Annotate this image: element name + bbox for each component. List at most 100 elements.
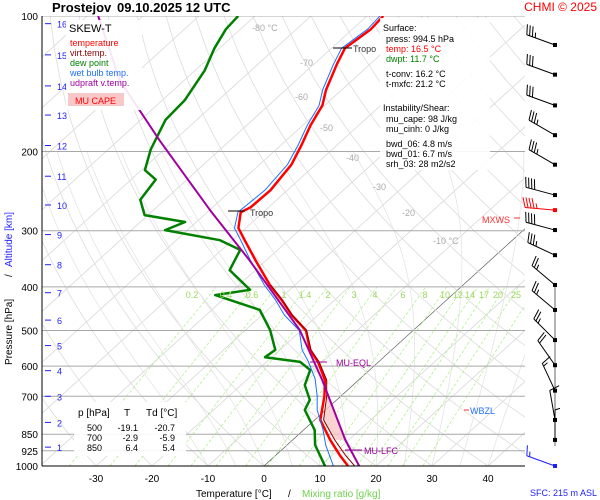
wind-barb-station [553, 253, 557, 258]
temperature-tick-label: 10 [314, 474, 326, 485]
surface-temp: temp: 16.5 °C [386, 44, 442, 54]
altitude-tick-label: 16 [57, 20, 67, 30]
temperature-tick-label: -30 [89, 474, 104, 485]
wind-barb-staff [541, 363, 556, 391]
dry-adiabat [339, 16, 525, 242]
wind-barb-half-flag [536, 264, 540, 270]
mixing-ratio-label: 17 [479, 290, 489, 300]
wind-barb-station [553, 43, 557, 48]
series-temperature [237, 16, 385, 466]
wind-barb [531, 280, 557, 312]
wind-barb-half-flag [537, 318, 541, 324]
wind-barb-station [553, 464, 557, 468]
table-header-t: T [124, 408, 130, 419]
table-cell: 850 [87, 443, 102, 453]
wind-barb-half-flag [535, 203, 538, 209]
table-cell: -19.1 [117, 423, 138, 433]
legend-title: SKEW-T [69, 23, 112, 35]
wind-barb-staff [528, 149, 556, 166]
mixing-ratio-line [299, 286, 426, 466]
mixing-ratio-label: 20 [493, 290, 503, 300]
altitude-tick-label: 6 [57, 316, 62, 326]
wind-barb-staff [533, 318, 556, 341]
pressure-tick-label: 200 [21, 147, 38, 158]
altitude-tick-label: 8 [57, 261, 62, 271]
wind-barb-staff [528, 119, 556, 136]
y-axis-title-group: Pressure [hPa] / Altitude [km] [4, 212, 15, 365]
wind-barb-flag [533, 309, 540, 320]
mixing-ratio-line [370, 286, 491, 466]
wind-barb [531, 255, 557, 287]
datetime: 09.10.2025 12 UTC [117, 0, 231, 15]
temperature-tick-label: 0 [261, 474, 267, 485]
altitude-tick-label: 14 [57, 82, 67, 92]
pressure-tick-label: 600 [21, 362, 38, 373]
isotherm-line [95, 75, 525, 466]
dry-adiabat [223, 16, 525, 382]
pressure-tick-label: 700 [21, 392, 38, 403]
isotherm-line [207, 177, 525, 466]
legend-temperature: temperature [70, 38, 119, 48]
x-axis-title: Temperature [°C] [196, 489, 272, 500]
sfc-altitude: SFC: 215 m ASL [530, 488, 597, 498]
mixing-ratio-label: 10 [440, 290, 450, 300]
wind-barb-staff [526, 34, 556, 46]
altitude-tick-label: 11 [57, 172, 66, 182]
wind-barb-flag [549, 385, 560, 391]
dry-adiabat [281, 16, 525, 311]
copyright: CHMI © 2025 [524, 0, 597, 14]
wind-barb-staff [549, 390, 556, 421]
wind-barb-flag [531, 140, 535, 152]
pressure-tick-label: 100 [21, 12, 38, 23]
wind-barb-station [553, 282, 557, 287]
pressure-tick-label: 500 [21, 327, 38, 338]
temperature-tick-label: 40 [482, 474, 494, 485]
wind-barb-flag [535, 311, 542, 322]
mixing-ratio-line [402, 286, 519, 466]
isotherm-label: -70 [300, 58, 313, 68]
wind-barb [526, 24, 557, 48]
mixing-ratio-label: 0.6 [246, 290, 259, 300]
wind-barb-flag [530, 233, 533, 244]
dry-adiabat [572, 16, 600, 466]
wind-barb-flag [532, 234, 536, 246]
wind-barb-half-flag [535, 241, 538, 247]
surface-tconv: t-conv: 16.2 °C [386, 69, 446, 79]
altitude-tick-label: 10 [57, 201, 67, 211]
wind-barb [533, 309, 557, 343]
wind-barb-flag [531, 255, 537, 266]
wind-barb-flag [526, 53, 528, 65]
mixing-ratio-label: 1.4 [299, 290, 312, 300]
wind-barb-station [553, 437, 557, 442]
mixing-ratio-label: 3 [351, 290, 356, 300]
dry-adiabat [484, 16, 525, 66]
dry-adiabat [310, 16, 525, 276]
series-wet-bulb-temperature [234, 16, 381, 466]
altitude-tick-label: 3 [57, 392, 62, 402]
wind-barb-station [553, 338, 557, 343]
altitude-tick-label: 5 [57, 342, 62, 352]
altitude-tick-label: 1 [57, 443, 62, 453]
wind-barb-flag [528, 109, 532, 121]
wind-barb-flag [537, 332, 545, 341]
wind-barb-station [553, 363, 557, 368]
isotherm-line [263, 228, 525, 466]
wind-barb-station [553, 162, 557, 167]
mixing-ratio-line [356, 286, 478, 466]
bwd-01-value: bwd_01: 6.7 m/s [386, 149, 453, 159]
isotherm-label: -30 [373, 182, 386, 192]
mixing-ratio-line [245, 286, 378, 466]
isotherm-label: -20 [402, 208, 415, 218]
mixing-ratio-line [341, 286, 464, 466]
wind-barb-flag [533, 142, 538, 153]
table-cell: 5.4 [162, 443, 175, 453]
wind-barb-flag [526, 84, 528, 96]
wind-barb-flag [531, 280, 537, 291]
legend-updraft: udpraft v.temp. [70, 78, 129, 88]
altitude-tick-label: 2 [57, 418, 62, 428]
wind-barb-flag [528, 139, 532, 150]
wind-barb [528, 139, 557, 167]
moist-adiabat [431, 151, 463, 466]
wind-barb-flag [528, 197, 532, 209]
